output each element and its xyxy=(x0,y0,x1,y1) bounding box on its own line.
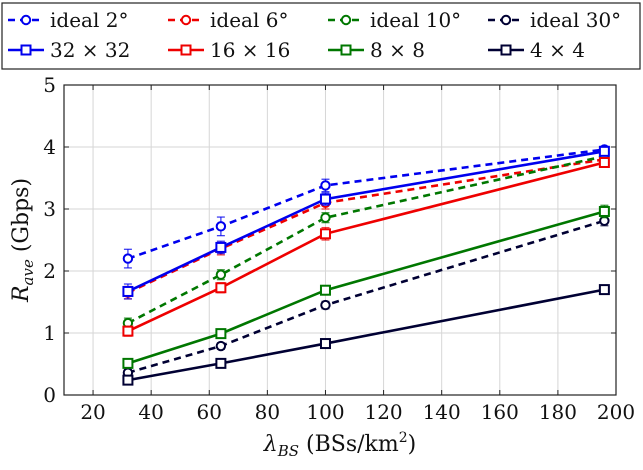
legend-swatch-marker xyxy=(20,44,32,56)
data-point xyxy=(215,221,227,232)
series-1 xyxy=(122,154,610,300)
x-axis-label-unit: (BSs/km xyxy=(306,432,399,457)
data-point xyxy=(215,241,227,253)
series-7 xyxy=(122,284,610,386)
x-axis-label-close: ) xyxy=(408,432,417,457)
x-tick-label: 100 xyxy=(306,400,344,424)
y-axis-label-sub: ave xyxy=(19,259,37,285)
legend-swatch-marker xyxy=(180,14,192,26)
x-tick-label: 20 xyxy=(80,400,105,424)
series-6 xyxy=(122,204,610,369)
y-tick-label: 4 xyxy=(43,135,56,159)
y-tick-label: 2 xyxy=(43,259,56,283)
data-point xyxy=(598,145,610,157)
y-axis-label: Rave (Gbps) xyxy=(9,178,37,303)
data-point xyxy=(320,180,331,191)
legend-swatch-marker xyxy=(500,44,512,56)
x-tick-label: 140 xyxy=(423,400,461,424)
legend-box xyxy=(1,2,641,70)
x-axis-label-sub: BS xyxy=(277,442,299,460)
legend-swatch-marker xyxy=(340,44,352,56)
y-tick-label: 1 xyxy=(43,321,56,345)
y-axis-label-main: R xyxy=(9,285,34,303)
y-tick-label: 0 xyxy=(43,383,56,407)
grid xyxy=(64,84,617,396)
legend-swatch-marker xyxy=(500,14,512,26)
series-4 xyxy=(122,145,610,300)
data-point xyxy=(122,285,134,297)
x-axis-label-sup: 2 xyxy=(399,430,408,446)
legend-label: ideal 10° xyxy=(370,8,461,32)
x-axis-ticks: 20 40 60 80 100 120 140 160 180 200 xyxy=(80,85,635,424)
data-point xyxy=(122,357,134,369)
x-tick-label: 200 xyxy=(597,400,635,424)
data-point xyxy=(598,205,610,217)
x-tick-label: 180 xyxy=(539,400,577,424)
series-3 xyxy=(122,215,610,378)
legend-label: 32 × 32 xyxy=(50,38,130,62)
legend: ideal 2° ideal 6° ideal 10° ideal 30° 32 × 3… xyxy=(1,2,641,70)
series-line xyxy=(127,158,605,294)
legend-swatch-marker xyxy=(340,14,352,26)
data-point xyxy=(320,212,331,223)
data-point xyxy=(319,284,331,296)
legend-label: ideal 6° xyxy=(210,8,288,32)
data-point xyxy=(215,282,227,294)
x-axis-label-main: λ xyxy=(263,432,278,457)
data-point xyxy=(122,253,134,264)
y-tick-label: 3 xyxy=(43,197,56,221)
series-line xyxy=(127,161,605,333)
y-axis-label-unit: (Gbps) xyxy=(9,178,34,252)
x-tick-label: 120 xyxy=(364,400,402,424)
data-point xyxy=(122,374,134,386)
x-tick-label: 60 xyxy=(197,400,222,424)
data-point xyxy=(122,325,134,337)
series-line xyxy=(127,155,605,325)
x-axis-label: λBS (BSs/km2) xyxy=(263,430,417,460)
legend-label: 4 × 4 xyxy=(530,38,585,62)
data-point xyxy=(598,284,610,296)
y-axis-ticks: 0 1 2 3 4 5 xyxy=(43,73,616,407)
series-line xyxy=(127,288,605,382)
legend-swatch-marker xyxy=(180,44,192,56)
legend-label: ideal 30° xyxy=(530,8,621,32)
x-tick-label: 80 xyxy=(255,400,280,424)
plot-series xyxy=(122,144,610,386)
data-point xyxy=(215,269,227,280)
plot-frame xyxy=(63,84,617,396)
x-tick-label: 40 xyxy=(138,400,163,424)
legend-label: 16 × 16 xyxy=(210,38,290,62)
legend-label: ideal 2° xyxy=(50,8,128,32)
series-line xyxy=(127,210,605,365)
series-5 xyxy=(122,157,610,337)
x-tick-label: 160 xyxy=(481,400,519,424)
y-tick-label: 5 xyxy=(43,73,56,97)
data-point xyxy=(215,328,227,340)
data-point xyxy=(320,299,331,311)
data-point xyxy=(598,157,610,168)
data-point xyxy=(319,193,331,205)
data-point xyxy=(319,338,331,350)
series-line xyxy=(127,148,605,260)
series-line xyxy=(127,219,605,374)
data-point xyxy=(215,340,227,352)
legend-label: 8 × 8 xyxy=(370,38,425,62)
data-point xyxy=(319,228,331,240)
legend-swatch-marker xyxy=(20,14,32,26)
series-line xyxy=(127,150,605,293)
data-point xyxy=(215,357,227,369)
